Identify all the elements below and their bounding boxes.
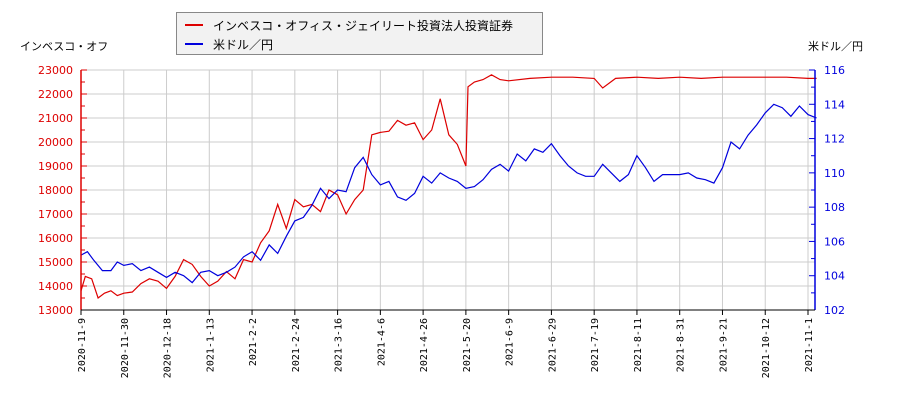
svg-text:21000: 21000: [38, 112, 73, 125]
legend-swatch-blue: [185, 43, 203, 45]
svg-text:106: 106: [824, 235, 845, 248]
svg-text:102: 102: [824, 304, 845, 317]
svg-text:2021-8-11: 2021-8-11: [633, 318, 644, 372]
svg-text:19000: 19000: [38, 160, 73, 173]
svg-text:2021-11-1: 2021-11-1: [804, 318, 815, 372]
svg-text:2021-4-26: 2021-4-26: [419, 318, 430, 372]
svg-text:116: 116: [824, 64, 845, 77]
left-y-axis: 13000 14000 15000 16000 17000 18000 19000 20000…: [38, 64, 87, 317]
svg-text:2020-11-30: 2020-11-30: [120, 318, 131, 378]
svg-text:22000: 22000: [38, 88, 73, 101]
svg-text:114: 114: [824, 98, 845, 111]
svg-text:2021-8-31: 2021-8-31: [676, 318, 687, 372]
legend-swatch-red: [185, 24, 203, 26]
svg-text:23000: 23000: [38, 64, 73, 77]
svg-text:13000: 13000: [38, 304, 73, 317]
legend: インベスコ・オフィス・ジェイリート投資法人投資証券 米ドル／円: [176, 12, 543, 55]
left-axis-title: インベスコ・オフ: [20, 40, 109, 53]
svg-text:2020-11-9: 2020-11-9: [77, 318, 88, 372]
svg-text:18000: 18000: [38, 184, 73, 197]
legend-item-reit: インベスコ・オフィス・ジェイリート投資法人投資証券: [185, 16, 513, 34]
svg-text:2021-1-13: 2021-1-13: [205, 318, 216, 372]
svg-text:2021-7-19: 2021-7-19: [590, 318, 601, 372]
svg-text:15000: 15000: [38, 256, 73, 269]
series-lines: [80, 74, 817, 299]
svg-text:2021-6-9: 2021-6-9: [505, 318, 516, 366]
svg-text:17000: 17000: [38, 208, 73, 221]
svg-text:2021-5-20: 2021-5-20: [462, 318, 473, 372]
right-axis-title: 米ドル／円: [808, 40, 863, 53]
legend-label-usdjpy: 米ドル／円: [213, 37, 274, 52]
right-y-axis: 102 104 106 108 110 112 114 116: [809, 64, 845, 317]
svg-text:14000: 14000: [38, 280, 73, 293]
svg-text:2021-4-6: 2021-4-6: [376, 318, 387, 366]
svg-text:110: 110: [824, 167, 845, 180]
svg-text:104: 104: [824, 270, 845, 283]
svg-text:2021-2-24: 2021-2-24: [291, 318, 302, 372]
svg-text:2021-3-16: 2021-3-16: [334, 318, 345, 372]
grid-lines: [80, 69, 815, 311]
legend-item-usdjpy: 米ドル／円: [185, 35, 273, 53]
legend-label-reit: インベスコ・オフィス・ジェイリート投資法人投資証券: [213, 18, 514, 33]
svg-text:2021-9-21: 2021-9-21: [718, 318, 729, 372]
svg-text:20000: 20000: [38, 136, 73, 149]
svg-text:2021-2-2: 2021-2-2: [248, 318, 259, 366]
svg-text:2020-12-18: 2020-12-18: [163, 318, 174, 378]
svg-text:16000: 16000: [38, 232, 73, 245]
svg-text:112: 112: [824, 133, 845, 146]
svg-text:2021-6-29: 2021-6-29: [547, 318, 558, 372]
svg-text:108: 108: [824, 201, 845, 214]
svg-text:2021-10-12: 2021-10-12: [761, 318, 772, 378]
x-axis: 2020-11-9 2020-11-30 2020-12-18 2021-1-13 20…: [77, 309, 815, 378]
